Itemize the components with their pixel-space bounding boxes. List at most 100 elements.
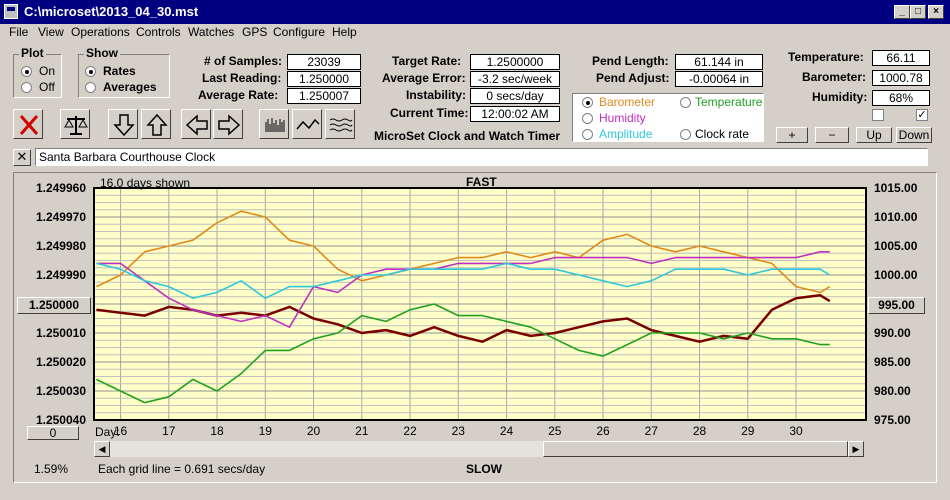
bar-view-button[interactable]: [259, 109, 289, 139]
option-checkbox-left[interactable]: [872, 109, 884, 121]
target-rate-label: Target Rate:: [392, 54, 462, 68]
title-bar: [0, 0, 950, 24]
instability-field: 0 secs/day: [470, 88, 560, 104]
line-view-button[interactable]: [292, 109, 322, 139]
right-axis-tick: 980.00: [874, 384, 911, 398]
app-subtitle: MicroSet Clock and Watch Timer: [374, 129, 561, 143]
left-axis-tick: 1.250040: [36, 413, 86, 427]
right-axis-tick: 1015.00: [874, 181, 918, 195]
series-barometer: [96, 210, 831, 294]
menu-view[interactable]: View: [38, 25, 64, 39]
x-axis-tick: 17: [162, 424, 176, 438]
series-humidity: [96, 251, 830, 329]
balance-button[interactable]: [60, 109, 90, 139]
pend-length-label: Pend Length:: [592, 54, 669, 68]
x-axis-tick: 30: [789, 424, 803, 438]
menu-file[interactable]: File: [9, 25, 29, 39]
increase-button[interactable]: +: [776, 127, 808, 143]
pend-length-field[interactable]: 61.144 in: [675, 54, 763, 70]
samples-label: # of Samples:: [204, 54, 283, 68]
left-axis-tick: 1.250030: [36, 384, 86, 398]
move-down-button[interactable]: [108, 109, 138, 139]
move-up-button[interactable]: [141, 109, 171, 139]
scroll-left-button[interactable]: [181, 109, 211, 139]
bar-graph-icon: [265, 118, 285, 132]
x-axis-tick: 22: [403, 424, 417, 438]
series-clock-rate: [96, 294, 831, 343]
left-axis-tick: 1.249980: [36, 239, 86, 253]
show-rates-label: Rates: [103, 64, 136, 78]
right-axis-tick: 1000.00: [874, 268, 918, 282]
down-button[interactable]: Down: [896, 127, 932, 143]
instability-label: Instability:: [406, 88, 467, 102]
pend-adjust-label: Pend Adjust:: [596, 71, 670, 85]
menu-operations[interactable]: Operations: [71, 25, 130, 39]
overlay-amplitude-radio[interactable]: [582, 129, 593, 140]
close-window-button[interactable]: ×: [928, 5, 944, 19]
overlay-temperature-label: Temperature: [695, 95, 763, 109]
minimize-button[interactable]: _: [894, 5, 910, 19]
x-axis-tick: 18: [210, 424, 224, 438]
app-icon: [4, 4, 18, 19]
menu-gps[interactable]: GPS: [242, 25, 268, 39]
plot-off-label: Off: [39, 80, 55, 94]
overlay-barometer-radio[interactable]: [582, 97, 593, 108]
offset-button[interactable]: 0: [27, 426, 79, 440]
left-axis-tick: 1.250020: [36, 355, 86, 369]
wave-view-button[interactable]: [325, 109, 355, 139]
maximize-button[interactable]: □: [910, 5, 926, 19]
overlay-clock-rate-radio[interactable]: [680, 129, 691, 140]
overlay-barometer-label: Barometer: [599, 95, 656, 109]
current-time-field: 12:00:02 AM: [470, 106, 560, 122]
arrow-left-icon: [185, 114, 208, 136]
balance-scale-icon: [64, 116, 88, 135]
pend-adjust-field: -0.00064 in: [675, 71, 763, 87]
center-rate-button[interactable]: 1.250000: [17, 297, 91, 314]
stop-x-icon: [19, 115, 39, 135]
average-error-field: -3.2 sec/week: [470, 71, 560, 87]
temperature-label: Temperature:: [788, 50, 864, 64]
left-axis-tick: 1.249960: [36, 181, 86, 195]
show-rates-radio[interactable]: [85, 66, 96, 77]
samples-field: 23039: [287, 54, 361, 70]
x-axis-tick: 24: [500, 424, 514, 438]
decrease-button[interactable]: −: [815, 127, 849, 143]
plot-off-radio[interactable]: [21, 82, 32, 93]
scroll-right-button[interactable]: [213, 109, 243, 139]
plot-on-radio[interactable]: [21, 66, 32, 77]
option-checkbox-right[interactable]: ✓: [916, 109, 928, 121]
arrow-right-icon: [218, 114, 241, 136]
show-averages-radio[interactable]: [85, 82, 96, 93]
scroll-right-arrow[interactable]: ▶: [848, 441, 864, 457]
overlay-humidity-radio[interactable]: [582, 113, 593, 124]
show-group-title: Show: [84, 46, 120, 60]
menu-watches[interactable]: Watches: [188, 25, 235, 39]
menu-help[interactable]: Help: [332, 25, 357, 39]
scroll-left-arrow[interactable]: ◀: [94, 441, 110, 457]
x-axis-tick: 23: [452, 424, 466, 438]
barometer-field: 1000.78: [872, 70, 930, 86]
target-rate-field[interactable]: 1.2500000: [470, 54, 560, 70]
right-axis-tick: 1010.00: [874, 210, 918, 224]
current-time-label: Current Time:: [390, 106, 469, 120]
menu-configure[interactable]: Configure: [273, 25, 326, 39]
clear-name-button[interactable]: ✕: [13, 149, 31, 166]
x-axis-tick: 26: [596, 424, 610, 438]
stop-button[interactable]: [13, 109, 43, 139]
left-axis-tick: 1.249970: [36, 210, 86, 224]
slow-label: SLOW: [466, 462, 502, 476]
percent-label: 1.59%: [34, 462, 69, 476]
x-axis-tick: 21: [355, 424, 369, 438]
overlay-temperature-radio[interactable]: [680, 97, 691, 108]
center-barometer-button[interactable]: 995.00: [868, 297, 925, 314]
x-axis-tick: 20: [307, 424, 321, 438]
x-axis-tick: 27: [645, 424, 659, 438]
plot-group-title: Plot: [19, 46, 46, 60]
series-temperature: [96, 303, 830, 404]
up-button[interactable]: Up: [856, 127, 892, 143]
window-title: C:\microset\2013_04_30.mst: [24, 4, 199, 19]
menu-controls[interactable]: Controls: [136, 25, 181, 39]
overlay-select-box: [572, 93, 764, 142]
clock-name-input[interactable]: Santa Barbara Courthouse Clock: [35, 148, 928, 166]
scrollbar-thumb[interactable]: [543, 441, 848, 457]
